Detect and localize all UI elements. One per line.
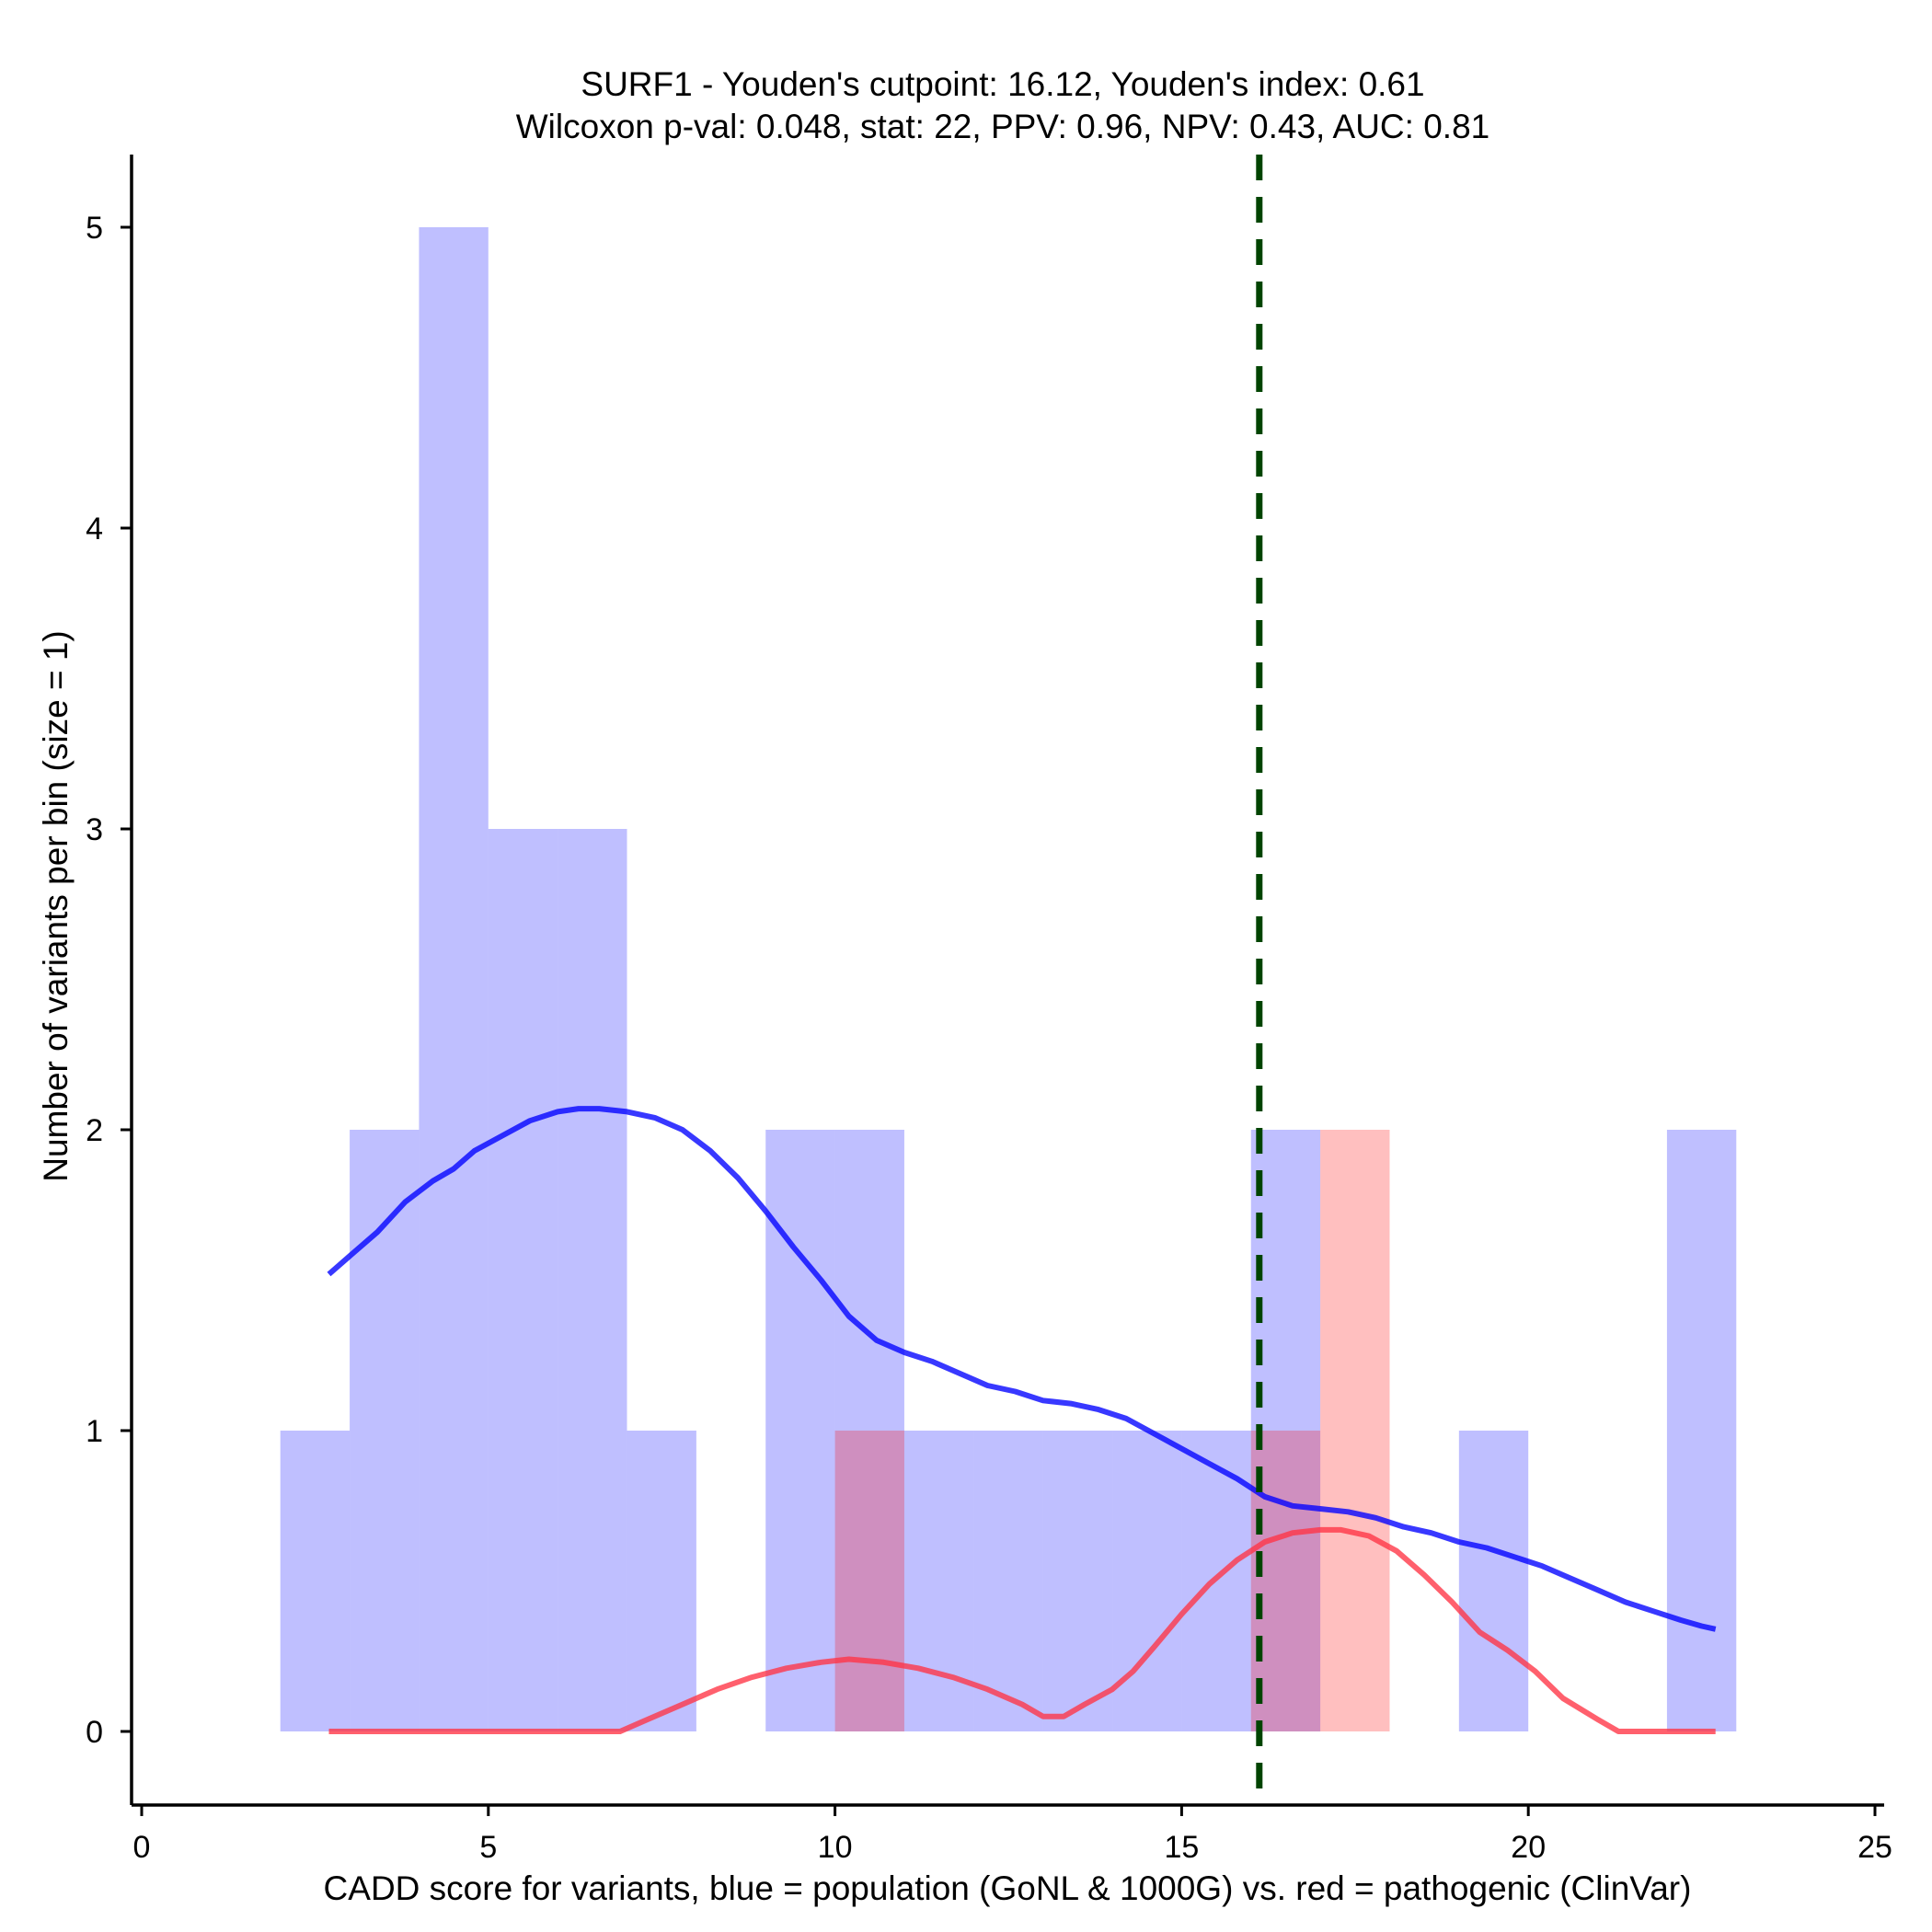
pathogenic-density-curve xyxy=(328,1526,1716,1734)
x-tick-label-20: 20 xyxy=(1511,1830,1546,1865)
pathogenic-bar-16 xyxy=(1250,1431,1321,1731)
population-density-curve xyxy=(327,1106,1717,1632)
y-tick-label-3: 3 xyxy=(86,812,103,847)
population-bar-2 xyxy=(280,1431,351,1731)
density-curves xyxy=(327,1106,1717,1734)
chart-title-line-2: Wilcoxon p-val: 0.048, stat: 22, PPV: 0.… xyxy=(516,108,1489,145)
population-bar-7 xyxy=(627,1431,696,1731)
population-bar-22 xyxy=(1666,1130,1737,1731)
x-tick-label-10: 10 xyxy=(818,1830,853,1865)
population-bar-5 xyxy=(488,829,558,1731)
y-axis-label: Number of variants per bin (size = 1) xyxy=(37,630,75,1181)
y-tick-label-4: 4 xyxy=(86,512,103,546)
axes xyxy=(130,155,1884,1807)
population-bar-11 xyxy=(903,1431,974,1731)
x-ticks: 0 5 10 15 20 25 xyxy=(133,1805,1892,1865)
population-bar-6 xyxy=(558,829,627,1731)
x-tick-label-15: 15 xyxy=(1164,1830,1199,1865)
population-bar-16 xyxy=(1250,1130,1321,1731)
pathogenic-bar-10 xyxy=(834,1431,904,1731)
pathogenic-bars xyxy=(834,1130,1390,1731)
population-bar-3 xyxy=(350,1130,420,1731)
x-tick-label-0: 0 xyxy=(133,1830,151,1865)
y-tick-label-2: 2 xyxy=(86,1113,103,1148)
y-tick-label-5: 5 xyxy=(86,211,103,246)
y-ticks: 0 1 2 3 4 5 xyxy=(86,211,132,1750)
population-bars xyxy=(280,227,1737,1731)
population-bar-13 xyxy=(1042,1431,1113,1731)
population-bar-9 xyxy=(765,1130,835,1731)
y-tick-label-0: 0 xyxy=(86,1715,103,1750)
y-tick-label-1: 1 xyxy=(86,1414,103,1449)
chart-title-line-1: SURF1 - Youden's cutpoint: 16.12, Youden… xyxy=(581,65,1424,103)
population-bar-10 xyxy=(834,1130,904,1731)
x-axis-label: CADD score for variants, blue = populati… xyxy=(324,1869,1692,1907)
pathogenic-bar-17 xyxy=(1320,1130,1390,1731)
x-tick-label-5: 5 xyxy=(479,1830,497,1865)
population-bar-19 xyxy=(1458,1431,1529,1731)
population-bar-4 xyxy=(419,227,489,1731)
population-bar-12 xyxy=(973,1431,1043,1731)
population-bar-14 xyxy=(1112,1431,1182,1731)
x-tick-label-25: 25 xyxy=(1857,1830,1892,1865)
